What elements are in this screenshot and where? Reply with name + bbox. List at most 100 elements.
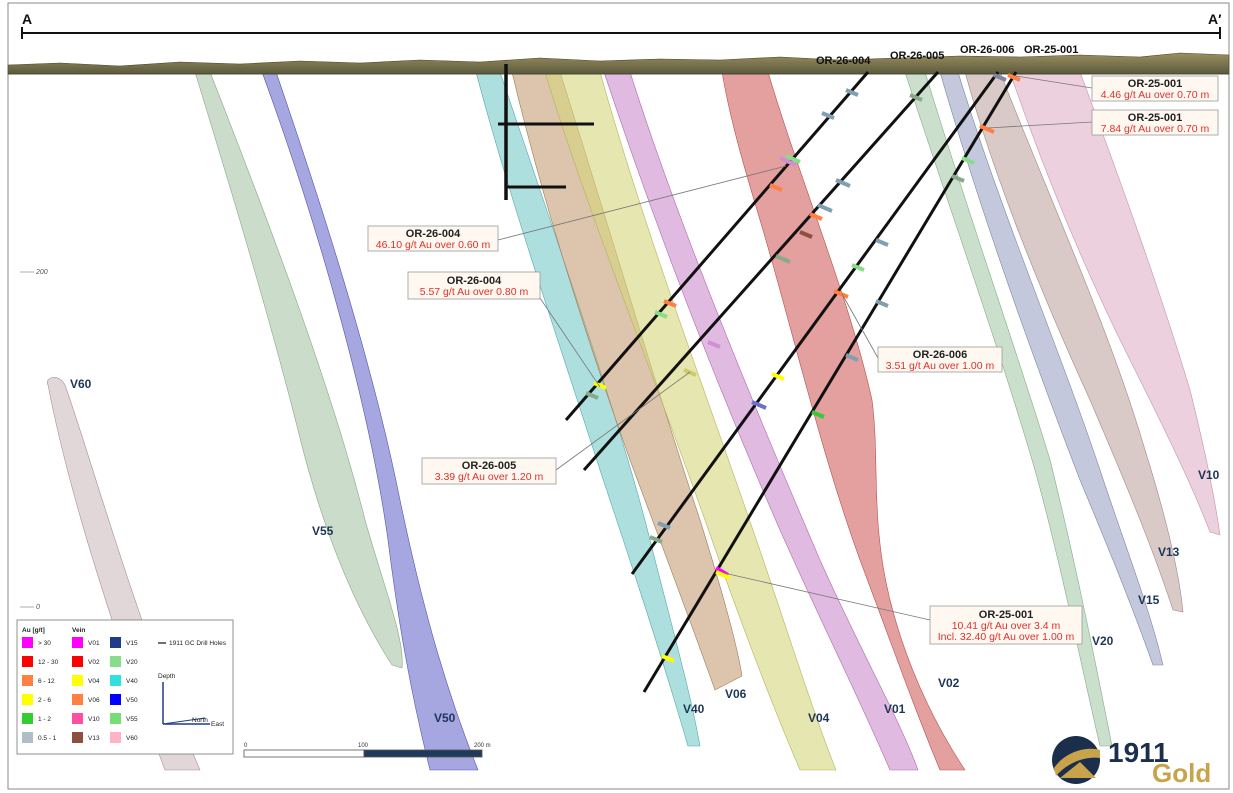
legend-vein-col1: V01 V02 V04 V06 V10 V13 <box>72 637 100 743</box>
vein-label: V20 <box>1092 634 1114 648</box>
drill-hole-label: OR-25-001 <box>1024 44 1078 56</box>
legend-swatch <box>22 675 33 686</box>
legend-swatch <box>22 713 33 724</box>
callout-box: OR-25-001 4.46 g/t Au over 0.70 m <box>1091 75 1219 102</box>
section-label-left: A <box>22 11 32 27</box>
logo-number: 1911 <box>1108 737 1169 768</box>
legend-grade-label: 6 - 12 <box>38 678 55 685</box>
scale-label: 0 <box>244 743 248 749</box>
vein-v15 <box>939 71 1164 666</box>
callout-hole: OR-26-005 <box>462 460 516 472</box>
vein-v13 <box>964 71 1184 613</box>
legend-swatch <box>72 694 83 705</box>
callout-hole: OR-25-001 <box>979 609 1033 621</box>
elevation-labels: 200 0 <box>20 269 48 611</box>
vein-label: V01 <box>884 702 906 716</box>
scale-label: 200 m <box>474 743 491 749</box>
legend-vein-label: V06 <box>88 697 100 704</box>
legend-swatch <box>22 656 33 667</box>
legend-vein-label: V15 <box>126 640 138 647</box>
legend-vein-label: V20 <box>126 659 138 666</box>
axis-depth-label: Depth <box>158 673 176 680</box>
legend-swatch <box>110 675 121 686</box>
drill-hole-label: OR-26-005 <box>890 50 944 62</box>
vein-label: V04 <box>808 711 830 725</box>
vein-label: V10 <box>1198 468 1220 482</box>
callout-value: Incl. 32.40 g/t Au over 1.00 m <box>938 631 1075 643</box>
callout-box: OR-26-006 3.51 g/t Au over 1.00 m <box>877 346 1003 373</box>
callout-leaders <box>497 75 1093 621</box>
vein-label: V50 <box>434 711 456 725</box>
axis-north-label: North <box>192 717 208 724</box>
legend-drill-label: 1911 GC Drill Holes <box>169 640 227 647</box>
legend-grade-label: 0.5 - 1 <box>38 735 57 742</box>
callout-box: OR-25-001 10.41 g/t Au over 3.4 m Incl. … <box>929 605 1083 645</box>
scale-bar: 0 100 200 m <box>243 743 491 758</box>
drill-hole-label: OR-26-006 <box>960 44 1014 56</box>
logo-word: Gold <box>1152 758 1211 788</box>
drill-hole-or-26-006 <box>630 71 1000 575</box>
legend-swatch <box>110 732 121 743</box>
vein-v55 <box>194 71 403 669</box>
company-logo: 1911 Gold <box>1052 736 1211 788</box>
vein-label: V06 <box>725 687 747 701</box>
legend-swatch <box>72 656 83 667</box>
callout-value: 4.46 g/t Au over 0.70 m <box>1101 89 1210 101</box>
legend-swatch <box>22 732 33 743</box>
legend-vein-label: V04 <box>88 678 100 685</box>
topographic-surface <box>7 52 1230 75</box>
legend-swatch <box>72 637 83 648</box>
callout-value: 10.41 g/t Au over 3.4 m <box>952 620 1061 632</box>
drill-hole-labels: OR-26-004 OR-26-005 OR-26-006 OR-25-001 <box>816 44 1078 67</box>
callout-value: 3.39 g/t Au over 1.20 m <box>435 471 544 483</box>
section-line: A A′ <box>21 11 1222 39</box>
vein-labels: V60 V55 V50 V40 V06 V04 V01 V02 V20 V15 … <box>70 377 1220 725</box>
callout-hole: OR-26-004 <box>447 275 502 287</box>
legend-swatch <box>110 656 121 667</box>
callout-value: 7.84 g/t Au over 0.70 m <box>1101 123 1210 135</box>
callout-value: 3.51 g/t Au over 1.00 m <box>886 360 995 372</box>
callout-value: 46.10 g/t Au over 0.60 m <box>376 239 491 251</box>
legend: Au [g/t] Vein 1911 GC Drill Holes > 30 1… <box>16 619 234 755</box>
legend-grade-swatches: > 30 12 - 30 6 - 12 2 - 6 1 - 2 0.5 - 1 <box>22 637 59 743</box>
legend-au-header: Au [g/t] <box>22 627 45 634</box>
vein-label: V13 <box>1158 545 1180 559</box>
legend-vein-label: V13 <box>88 735 100 742</box>
legend-vein-label: V01 <box>88 640 100 647</box>
legend-grade-label: 12 - 30 <box>38 659 59 666</box>
legend-vein-label: V10 <box>88 716 100 723</box>
section-label-right: A′ <box>1208 11 1222 27</box>
elevation-label-0: 0 <box>36 604 40 611</box>
vein-label: V15 <box>1138 593 1160 607</box>
callout-hole: OR-26-004 <box>406 228 461 240</box>
legend-swatch <box>110 713 121 724</box>
callout-hole: OR-26-006 <box>913 349 967 361</box>
legend-grade-label: > 30 <box>38 640 51 647</box>
callout-box: OR-25-001 7.84 g/t Au over 0.70 m <box>1091 109 1219 136</box>
vein-label: V02 <box>938 676 960 690</box>
drill-hole-or-26-004 <box>564 71 870 421</box>
legend-swatch <box>72 675 83 686</box>
legend-grade-label: 2 - 6 <box>38 697 51 704</box>
callout-box: OR-26-004 46.10 g/t Au over 0.60 m <box>367 225 499 252</box>
map-frame <box>7 2 1230 790</box>
legend-swatch <box>72 732 83 743</box>
callout-hole: OR-25-001 <box>1128 78 1182 90</box>
callout-box: OR-26-004 5.57 g/t Au over 0.80 m <box>407 271 541 300</box>
legend-swatch <box>22 694 33 705</box>
axis-east-label: East <box>211 721 224 728</box>
legend-swatch <box>22 637 33 648</box>
orientation-axes-icon: Depth North East <box>158 673 224 728</box>
legend-vein-label: V40 <box>126 678 138 685</box>
legend-swatch <box>110 694 121 705</box>
vein-label: V60 <box>70 377 92 391</box>
intercept-markers <box>585 73 1021 663</box>
legend-vein-label: V50 <box>126 697 138 704</box>
elevation-label-200: 200 <box>35 269 48 276</box>
legend-vein-label: V60 <box>126 735 138 742</box>
callout-hole: OR-25-001 <box>1128 112 1182 124</box>
legend-vein-label: V02 <box>88 659 100 666</box>
legend-vein-header: Vein <box>72 627 85 634</box>
drill-hole-label: OR-26-004 <box>816 55 871 67</box>
